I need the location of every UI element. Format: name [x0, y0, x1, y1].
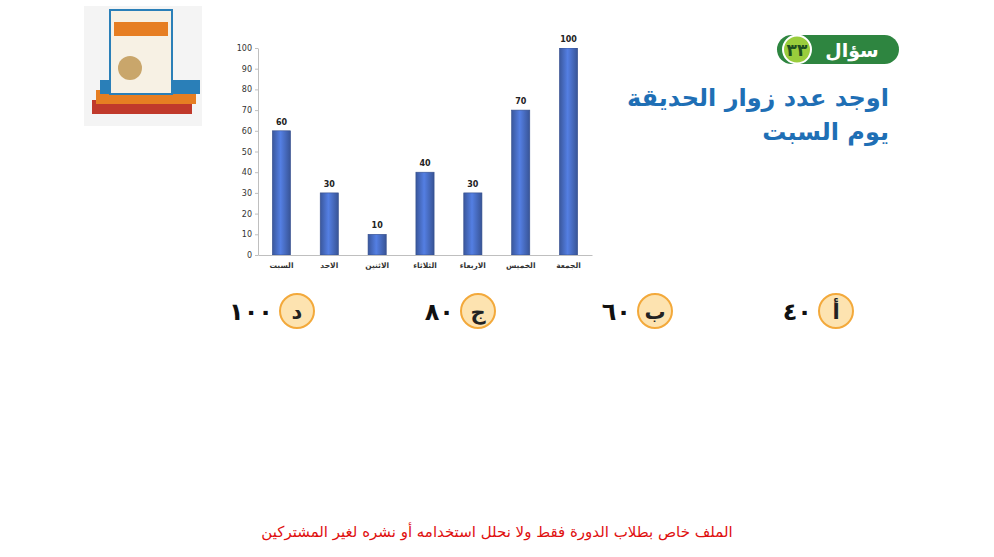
y-tick: 40 [242, 168, 258, 177]
options: أ ٤٠ ب ٦٠ ج ٨٠ د ١٠٠ [229, 294, 853, 328]
y-tick: 10 [242, 230, 258, 239]
option-badge[interactable] [638, 294, 672, 328]
option-letter[interactable]: د [292, 300, 303, 324]
x-axis-line [259, 255, 593, 256]
book-bg [84, 6, 202, 126]
book-band [114, 22, 168, 36]
question-label: سؤال [825, 39, 879, 62]
header-pill [777, 35, 899, 64]
option-badge[interactable] [819, 294, 853, 328]
y-tick-mark [255, 152, 258, 153]
y-tick-mark [255, 172, 258, 173]
option-letter[interactable]: ب [644, 300, 665, 324]
data-label: 30 [324, 180, 336, 189]
y-tick-label: 50 [242, 148, 252, 157]
book-cover [110, 10, 172, 94]
y-tick-mark [255, 131, 258, 132]
y-tick-mark [255, 193, 258, 194]
y-tick-mark [255, 89, 258, 90]
question-number: ٣٣ [787, 40, 808, 60]
y-tick-label: 90 [242, 65, 252, 74]
y-tick: 60 [242, 127, 258, 136]
bar [272, 131, 290, 255]
bars [272, 48, 577, 255]
y-tick: 30 [242, 189, 258, 198]
option-letter[interactable]: أ [832, 297, 839, 324]
y-tick: 20 [242, 210, 258, 219]
x-tick-label: الخميس [506, 261, 535, 270]
y-tick-mark [255, 69, 258, 70]
y-tick: 100 [237, 44, 258, 53]
data-label: 60 [276, 118, 288, 127]
book-figure [118, 56, 142, 80]
y-tick: 0 [247, 251, 258, 260]
y-tick-label: 0 [247, 251, 252, 260]
bar [320, 193, 338, 255]
y-tick-mark [255, 110, 258, 111]
x-tick: الاثنين [365, 255, 389, 270]
y-tick: 70 [242, 106, 258, 115]
y-tick-label: 20 [242, 210, 252, 219]
x-tick-label: الثلاثاء [413, 261, 437, 270]
data-label: 70 [515, 97, 527, 106]
option-text[interactable]: ٨٠ [425, 298, 454, 326]
y-tick: 90 [242, 65, 258, 74]
question-text: يوم السبت [762, 118, 889, 146]
x-tick-label: الاربعاء [460, 261, 486, 270]
x-tick-label: الجمعة [556, 261, 581, 270]
x-tick: الثلاثاء [413, 255, 437, 270]
data-label: 30 [467, 180, 479, 189]
y-tick-label: 30 [242, 189, 252, 198]
option-letter[interactable]: ج [470, 300, 486, 325]
question-text: اوجد عدد زوار الحديقة [627, 84, 889, 112]
y-tick-label: 80 [242, 85, 252, 94]
y-tick: 50 [242, 148, 258, 157]
x-tick-label: الاثنين [365, 261, 389, 270]
y-tick-mark [255, 214, 258, 215]
x-tick: الاحد [320, 255, 338, 270]
y-tick-label: 60 [242, 127, 252, 136]
data-labels: 60 30 10 40 30 70 100 [276, 35, 577, 230]
bar [512, 110, 530, 255]
y-axis: 0 10 20 30 40 50 60 70 80 90 100 [237, 44, 259, 260]
book-image [84, 6, 202, 126]
y-tick-mark [255, 255, 258, 256]
bar [368, 234, 386, 255]
y-tick-label: 70 [242, 106, 252, 115]
option-text[interactable]: ٦٠ [602, 298, 631, 326]
bar [464, 193, 482, 255]
y-tick-mark [255, 48, 258, 49]
x-axis: السبت الاحد الاثنين الثلاثاء الاربعاء الخميس ا… [259, 255, 593, 270]
x-tick: السبت [269, 255, 293, 270]
option-text[interactable]: ٤٠ [783, 298, 812, 326]
option-text[interactable]: ١٠٠ [229, 298, 273, 326]
y-tick-label: 100 [237, 44, 252, 53]
option-badge[interactable] [280, 294, 314, 328]
data-label: 40 [419, 159, 431, 168]
x-tick-label: السبت [269, 261, 293, 270]
y-tick-mark [255, 234, 258, 235]
footer: الملف خاص بطلاب الدورة فقط ولا نحلل استخ… [261, 522, 732, 541]
x-tick-label: الاحد [320, 261, 338, 270]
question-header: ٣٣ سؤال [777, 35, 899, 64]
data-label: 100 [560, 35, 577, 44]
x-tick: الاربعاء [460, 255, 486, 270]
y-tick-label: 10 [242, 230, 252, 239]
data-label: 10 [372, 221, 384, 230]
y-tick: 80 [242, 85, 258, 94]
y-tick-label: 40 [242, 168, 252, 177]
page: 0102030405060708090100السبتالاحدالاثنينا… [0, 0, 994, 557]
x-tick: الخميس [506, 255, 535, 270]
y-axis-line [258, 49, 259, 256]
bar [559, 48, 577, 255]
option-badge[interactable] [461, 294, 495, 328]
bar [416, 172, 434, 255]
x-tick: الجمعة [556, 255, 581, 270]
number-badge [783, 36, 811, 64]
